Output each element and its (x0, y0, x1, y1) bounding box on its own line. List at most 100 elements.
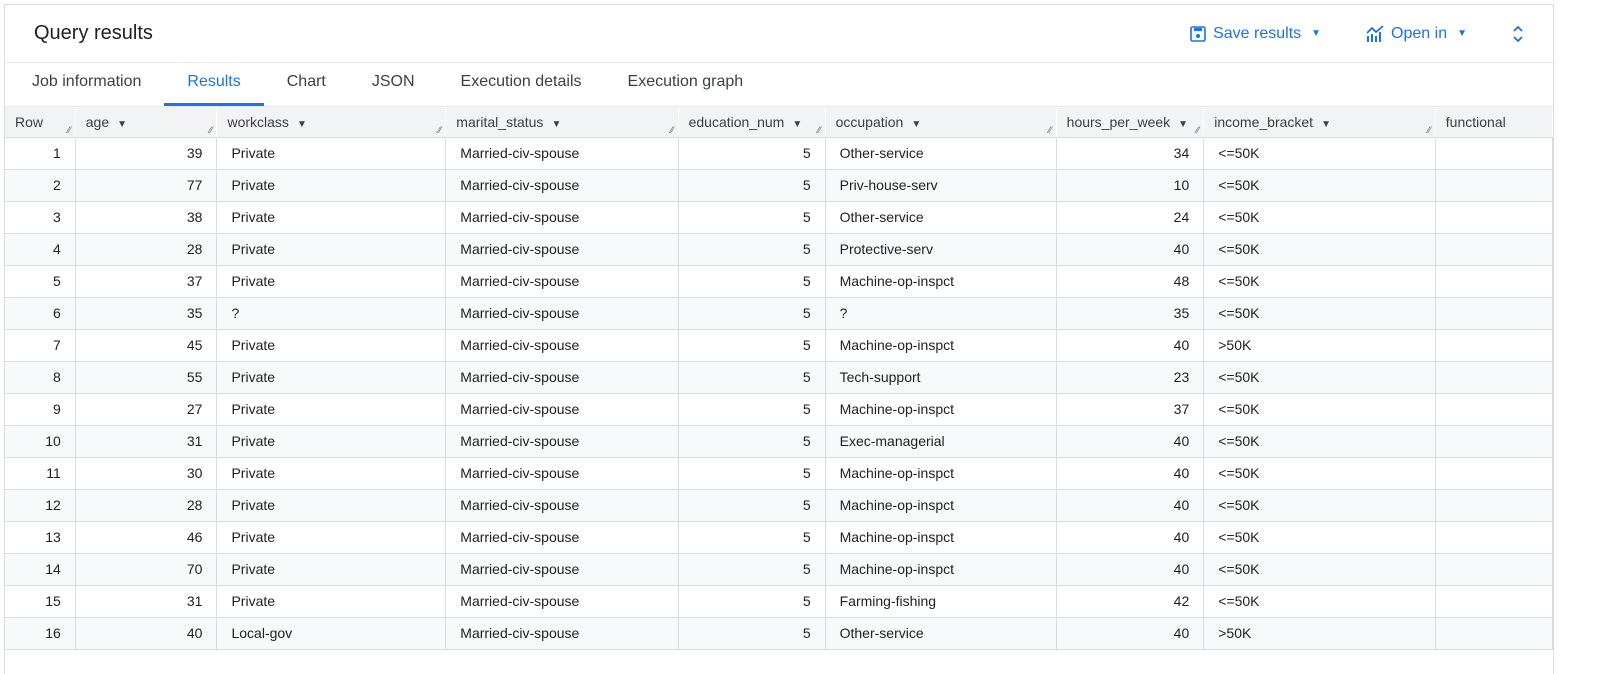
cell-occupation: Farming-fishing (825, 585, 1057, 618)
cell-occupation: Machine-op-inspct (825, 393, 1057, 426)
column-header-workclass[interactable]: workclass ▼ ⁄⁄ (216, 107, 446, 138)
cell-marital_status: Married-civ-spouse (445, 361, 679, 394)
cell-marital_status: Married-civ-spouse (445, 489, 679, 522)
cell-Row: 13 (5, 521, 76, 554)
tab-job-information[interactable]: Job information (32, 73, 142, 90)
resize-handle-icon[interactable]: ⁄⁄ (209, 124, 213, 135)
column-label: occupation (835, 113, 904, 130)
column-menu-icon[interactable]: ▼ (296, 118, 307, 130)
cell-hours_per_week: 40 (1056, 553, 1205, 586)
cell-income_bracket: <=50K (1203, 553, 1436, 586)
table-row: 11 30 Private Married-civ-spouse 5 Machine-op… (5, 457, 1553, 490)
cell-Row: 8 (5, 361, 76, 394)
column-header-functional[interactable]: functional (1435, 107, 1553, 138)
cell-workclass: Private (216, 457, 447, 490)
column-menu-icon[interactable]: ▼ (1321, 118, 1331, 130)
column-menu-icon[interactable]: ▼ (911, 118, 922, 130)
cell-occupation: Machine-op-inspct (825, 489, 1057, 522)
cell-education_num: 5 (678, 361, 826, 394)
resize-handle-icon[interactable]: ⁄⁄ (1196, 124, 1200, 135)
cell-marital_status: Married-civ-spouse (445, 425, 679, 458)
cell-functional (1435, 169, 1553, 202)
column-header-occupation[interactable]: occupation ▼ ⁄⁄ (825, 107, 1057, 138)
cell-hours_per_week: 48 (1056, 265, 1205, 298)
save-results-button[interactable]: Save results ▼ (1189, 25, 1321, 43)
column-menu-icon[interactable]: ▼ (792, 118, 803, 130)
table-row: 5 37 Private Married-civ-spouse 5 Machine-op-… (5, 265, 1553, 298)
tab-execution-graph[interactable]: Execution graph (627, 73, 744, 90)
cell-age: 40 (75, 617, 218, 650)
cell-marital_status: Married-civ-spouse (445, 329, 679, 362)
cell-education_num: 5 (678, 585, 826, 618)
column-header-age[interactable]: age ▼ ⁄⁄ (75, 107, 217, 138)
cell-income_bracket: <=50K (1203, 169, 1436, 202)
cell-workclass: Private (216, 361, 447, 394)
cell-education_num: 5 (678, 265, 826, 298)
cell-hours_per_week: 24 (1056, 201, 1205, 234)
cell-hours_per_week: 40 (1056, 233, 1205, 266)
cell-Row: 2 (5, 169, 76, 202)
resize-handle-icon[interactable]: ⁄⁄ (670, 124, 674, 135)
cell-marital_status: Married-civ-spouse (445, 233, 679, 266)
cell-Row: 12 (5, 489, 76, 522)
cell-hours_per_week: 42 (1056, 585, 1205, 618)
cell-functional (1435, 425, 1553, 458)
column-header-hours_per_week[interactable]: hours_per_week ▼ ⁄⁄ (1056, 107, 1204, 138)
resize-handle-icon[interactable]: ⁄⁄ (1427, 124, 1431, 135)
cell-functional (1435, 329, 1553, 362)
column-label: Row (15, 113, 44, 130)
table-row: 15 31 Private Married-civ-spouse 5 Farming-fi… (5, 585, 1553, 618)
column-label: workclass (227, 113, 289, 130)
cell-Row: 14 (5, 553, 76, 586)
cell-functional (1435, 617, 1553, 650)
header: Query results Save results ▼ Open in ▼ (5, 5, 1553, 63)
cell-functional (1435, 457, 1553, 490)
open-in-button[interactable]: Open in ▼ (1365, 25, 1467, 43)
cell-age: 37 (75, 265, 218, 298)
cell-workclass: Private (216, 329, 447, 362)
cell-marital_status: Married-civ-spouse (445, 297, 679, 330)
cell-occupation: Machine-op-inspct (825, 457, 1057, 490)
tab-json[interactable]: JSON (371, 73, 415, 90)
page-title: Query results (34, 22, 153, 44)
cell-Row: 15 (5, 585, 76, 618)
cell-education_num: 5 (678, 329, 826, 362)
cell-marital_status: Married-civ-spouse (445, 201, 679, 234)
cell-workclass: Private (216, 425, 447, 458)
cell-hours_per_week: 35 (1056, 297, 1205, 330)
tab-execution-details[interactable]: Execution details (460, 73, 582, 90)
cell-income_bracket: <=50K (1203, 233, 1436, 266)
resize-handle-icon[interactable]: ⁄⁄ (817, 124, 821, 135)
cell-marital_status: Married-civ-spouse (445, 393, 679, 426)
column-header-marital_status[interactable]: marital_status ▼ ⁄⁄ (445, 107, 679, 138)
column-header-education_num[interactable]: education_num ▼ ⁄⁄ (678, 107, 826, 138)
expand-collapse-button[interactable] (1511, 24, 1525, 44)
table-row: 3 38 Private Married-civ-spouse 5 Other-servi… (5, 201, 1553, 234)
cell-income_bracket: <=50K (1203, 137, 1436, 170)
cell-workclass: Private (216, 137, 447, 170)
cell-education_num: 5 (678, 297, 826, 330)
cell-hours_per_week: 37 (1056, 393, 1205, 426)
cell-age: 38 (75, 201, 218, 234)
column-menu-icon[interactable]: ▼ (1178, 118, 1189, 130)
query-results-panel: Query results Save results ▼ Open in ▼ Job… (4, 4, 1554, 674)
column-header-income_bracket[interactable]: income_bracket ▼ ⁄⁄ (1203, 107, 1436, 138)
cell-workclass: Private (216, 553, 447, 586)
tab-results[interactable]: Results (164, 62, 264, 106)
column-menu-icon[interactable]: ▼ (551, 118, 562, 130)
resize-handle-icon[interactable]: ⁄⁄ (67, 124, 71, 135)
tab-chart[interactable]: Chart (286, 73, 326, 90)
table-row: 13 46 Private Married-civ-spouse 5 Machine-op… (5, 521, 1553, 554)
table-row: 2 77 Private Married-civ-spouse 5 Priv-house-… (5, 169, 1553, 202)
column-menu-icon[interactable]: ▼ (117, 118, 128, 130)
cell-marital_status: Married-civ-spouse (445, 457, 679, 490)
cell-occupation: Machine-op-inspct (825, 553, 1057, 586)
cell-occupation: Priv-house-serv (825, 169, 1057, 202)
cell-marital_status: Married-civ-spouse (445, 553, 679, 586)
resize-handle-icon[interactable]: ⁄⁄ (1048, 124, 1052, 135)
cell-functional (1435, 137, 1553, 170)
column-header-Row[interactable]: Row ⁄⁄ (5, 107, 76, 138)
cell-income_bracket: >50K (1203, 329, 1436, 362)
cell-hours_per_week: 40 (1056, 617, 1205, 650)
resize-handle-icon[interactable]: ⁄⁄ (438, 124, 442, 135)
